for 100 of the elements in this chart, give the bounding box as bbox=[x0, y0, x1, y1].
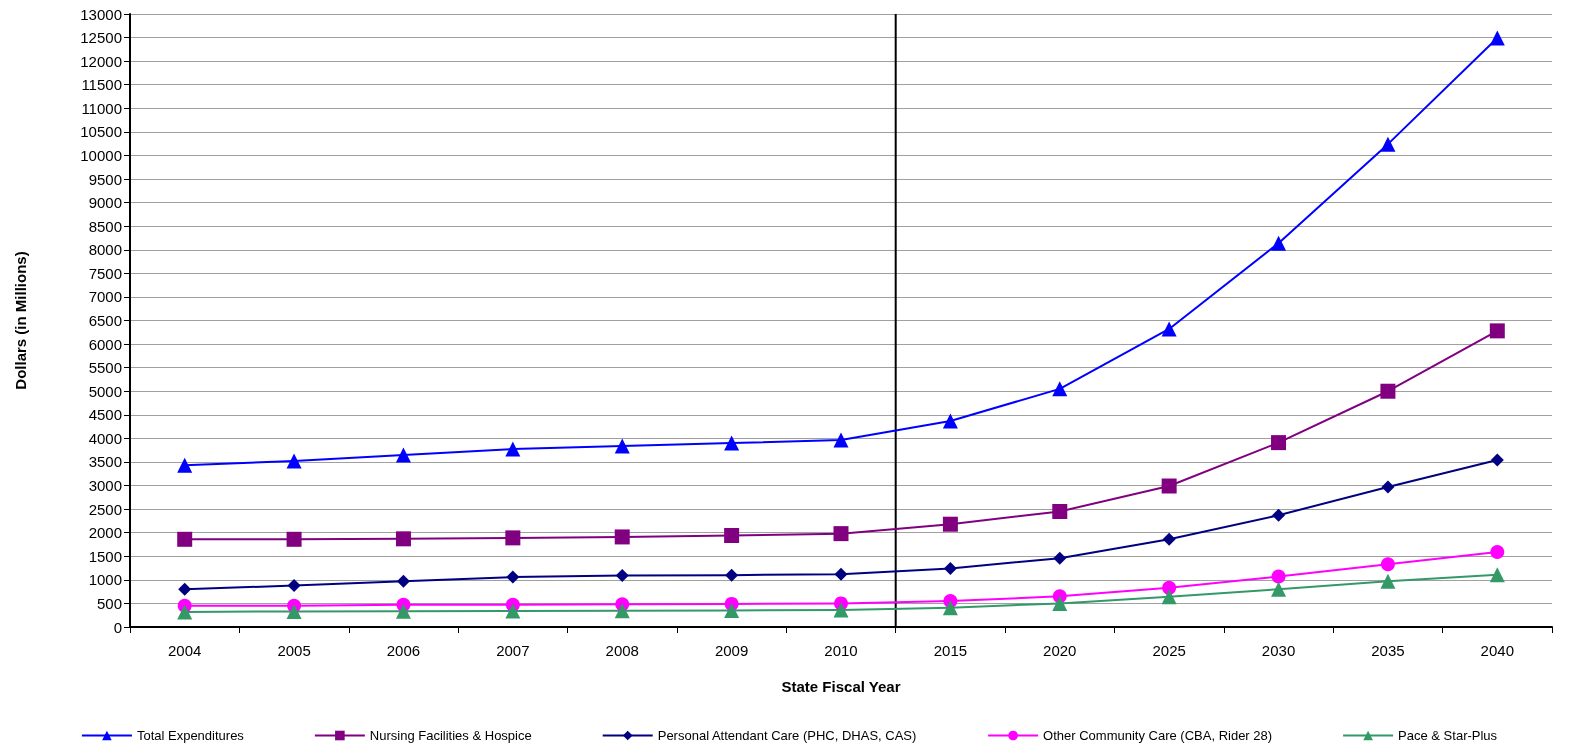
point bbox=[724, 603, 740, 618]
point bbox=[1161, 478, 1177, 494]
point bbox=[1161, 321, 1177, 337]
point bbox=[178, 582, 192, 596]
y-tick-label: 6500 bbox=[88, 312, 122, 329]
point bbox=[942, 516, 958, 532]
x-tick-label: 2005 bbox=[277, 642, 311, 659]
point bbox=[1052, 503, 1068, 519]
point bbox=[833, 432, 849, 448]
point bbox=[1162, 580, 1177, 595]
point bbox=[833, 602, 849, 618]
x-tick-label: 2009 bbox=[714, 642, 749, 659]
point bbox=[1490, 453, 1504, 467]
y-tick-label: 5000 bbox=[88, 382, 122, 400]
y-tick-label: 4000 bbox=[88, 429, 122, 447]
point bbox=[614, 438, 630, 454]
x-tick-label: 2007 bbox=[496, 642, 530, 659]
x-axis-title: State Fiscal Year bbox=[781, 678, 901, 695]
point bbox=[177, 604, 193, 620]
y-tick-label: 8000 bbox=[88, 241, 122, 259]
point bbox=[1271, 569, 1286, 584]
y-tick-label: 3500 bbox=[88, 453, 122, 471]
x-tick-label: 2020 bbox=[1043, 642, 1077, 659]
point bbox=[395, 447, 411, 463]
y-tick-label: 13000 bbox=[80, 5, 122, 23]
point bbox=[942, 600, 958, 616]
point bbox=[286, 453, 302, 469]
point bbox=[1380, 557, 1395, 572]
point bbox=[1490, 545, 1505, 560]
point bbox=[1053, 551, 1067, 565]
y-tick-label: 1500 bbox=[88, 547, 122, 565]
point bbox=[1489, 567, 1505, 583]
point bbox=[614, 603, 630, 619]
y-tick-label: 9500 bbox=[88, 170, 122, 188]
legend-label: Nursing Facilities & Hospice bbox=[369, 728, 532, 743]
y-tick-label: 7500 bbox=[88, 264, 122, 282]
point bbox=[505, 603, 521, 619]
x-tick-label: 2004 bbox=[168, 642, 202, 659]
y-tick-label: 8500 bbox=[88, 217, 122, 235]
point bbox=[942, 413, 958, 429]
point bbox=[724, 528, 740, 544]
point bbox=[1271, 235, 1287, 251]
point bbox=[1271, 581, 1287, 597]
y-tick-label: 11000 bbox=[81, 99, 122, 117]
y-tick-label: 3000 bbox=[88, 477, 122, 495]
y-tick-label: 2000 bbox=[88, 524, 122, 542]
point bbox=[1162, 532, 1176, 546]
y-tick-label: 0 bbox=[113, 618, 122, 636]
x-tick-label: 2030 bbox=[1261, 642, 1296, 659]
point bbox=[943, 562, 957, 576]
point bbox=[505, 530, 521, 546]
point bbox=[1380, 383, 1396, 399]
point bbox=[1380, 136, 1396, 152]
legend-label: Personal Attendant Care (PHC, DHAS, CAS) bbox=[657, 728, 917, 743]
point bbox=[833, 526, 849, 542]
point bbox=[395, 603, 411, 619]
point bbox=[1489, 323, 1505, 339]
point bbox=[614, 529, 630, 545]
y-tick-label: 12500 bbox=[80, 29, 122, 47]
point bbox=[396, 574, 410, 588]
y-tick-label: 5500 bbox=[88, 359, 122, 377]
point bbox=[615, 569, 629, 583]
y-tick-label: 11500 bbox=[81, 76, 122, 94]
point bbox=[1272, 508, 1286, 522]
point bbox=[725, 568, 739, 582]
point bbox=[724, 435, 740, 451]
x-tick-label: 2015 bbox=[933, 642, 968, 659]
point bbox=[287, 579, 301, 592]
y-tick-label: 10000 bbox=[80, 146, 122, 164]
point bbox=[286, 603, 302, 619]
x-tick-label: 2035 bbox=[1371, 642, 1405, 659]
point bbox=[1271, 435, 1287, 451]
x-tick-label: 2008 bbox=[605, 642, 639, 659]
point bbox=[395, 531, 411, 547]
legend-label: Total Expenditures bbox=[136, 728, 245, 743]
y-tick-label: 1000 bbox=[88, 571, 122, 589]
y-axis-title: Dollars (in Millions) bbox=[12, 251, 29, 390]
y-tick-label: 500 bbox=[96, 594, 122, 612]
x-tick-label: 2040 bbox=[1480, 642, 1514, 659]
y-tick-label: 12000 bbox=[80, 52, 122, 70]
point bbox=[1381, 480, 1395, 494]
x-tick-label: 2025 bbox=[1152, 642, 1186, 659]
point bbox=[1052, 381, 1068, 397]
y-tick-label: 7000 bbox=[88, 288, 122, 306]
point bbox=[1052, 595, 1068, 611]
x-tick-label: 2006 bbox=[386, 642, 421, 659]
x-tick-label: 2010 bbox=[824, 642, 858, 659]
point bbox=[1380, 573, 1396, 589]
point bbox=[177, 531, 193, 547]
point bbox=[506, 570, 520, 584]
point bbox=[1161, 589, 1177, 605]
point bbox=[834, 567, 848, 581]
y-tick-label: 2500 bbox=[88, 500, 122, 518]
y-tick-label: 4500 bbox=[88, 406, 122, 424]
point bbox=[177, 457, 193, 473]
point bbox=[286, 531, 302, 547]
legend-label: Other Community Care (CBA, Rider 28) bbox=[1043, 728, 1273, 743]
y-tick-label: 6000 bbox=[88, 335, 122, 353]
legend-label: Pace & Star-Plus bbox=[1398, 728, 1498, 743]
y-tick-label: 10500 bbox=[80, 123, 122, 141]
